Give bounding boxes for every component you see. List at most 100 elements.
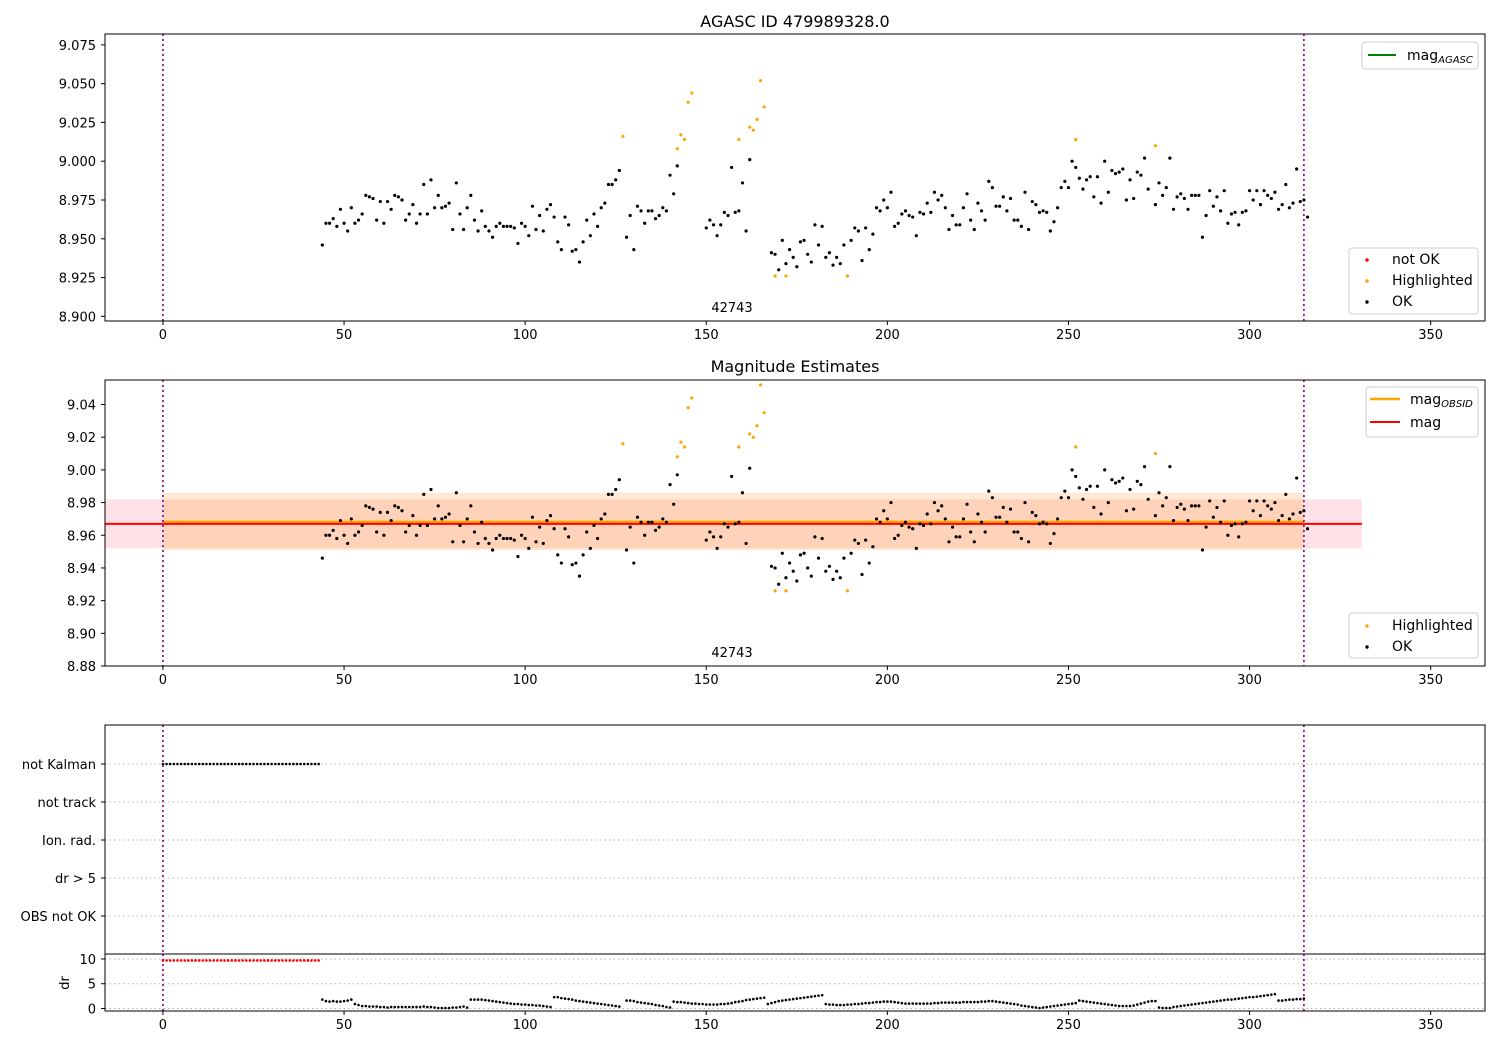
dr-point — [1204, 1001, 1208, 1004]
estimate-ok-point — [874, 517, 879, 521]
ok-point — [371, 196, 375, 201]
y-tick-label: 0 — [88, 1003, 96, 1018]
estimate-ok-point — [465, 517, 469, 521]
dr-point — [639, 1001, 643, 1004]
ok-point — [835, 255, 839, 259]
ok-point — [1110, 168, 1114, 173]
dr-point — [1262, 994, 1266, 997]
ok-point — [1262, 189, 1266, 193]
estimate-ok-point — [1037, 522, 1042, 526]
estimate-ok-point — [1041, 520, 1045, 524]
dr-point — [1241, 996, 1244, 1000]
dr-point — [1288, 998, 1291, 1001]
ok-point — [1229, 212, 1234, 216]
dr-point — [480, 998, 483, 1001]
dr-point — [795, 997, 799, 1000]
dr-point — [331, 999, 335, 1003]
dr-point — [661, 1004, 665, 1008]
ok-point — [983, 218, 987, 222]
estimate-ok-point — [628, 525, 632, 529]
dr-point — [752, 997, 755, 1001]
dr-point — [1150, 999, 1154, 1003]
estimate-ok-point — [878, 520, 882, 524]
dr-point — [647, 1002, 650, 1005]
dr-point — [509, 1002, 512, 1005]
dr-point — [618, 1005, 621, 1008]
estimate-ok-point — [1048, 541, 1052, 546]
dr-point — [741, 999, 744, 1003]
estimate-ok-point — [559, 561, 563, 565]
ok-point — [1258, 203, 1263, 207]
dr-point — [715, 1003, 719, 1006]
estimate-ok-point — [1182, 507, 1186, 511]
x-tick-label: 150 — [694, 1018, 719, 1033]
dr-point — [349, 998, 353, 1001]
ok-point — [856, 229, 860, 233]
dr-point — [321, 998, 324, 1001]
ok-point — [704, 226, 708, 230]
estimate-ok-point — [1012, 530, 1016, 534]
ok-legend-label: OK — [1392, 294, 1413, 310]
estimate-ok-point — [1287, 517, 1292, 521]
ok-point — [1295, 167, 1299, 171]
ok-point — [979, 209, 984, 213]
ok-point — [802, 238, 806, 242]
estimate-ok-point — [393, 504, 397, 508]
dr-point — [563, 997, 567, 1000]
dr-x-axis: 0 50 100 150 200 250 300 350 — [159, 1011, 1443, 1033]
ok-point — [806, 252, 810, 256]
dr-point — [1038, 1006, 1041, 1010]
dr-point — [628, 999, 632, 1002]
not-kalman-point — [234, 762, 237, 766]
dr-point — [889, 1000, 893, 1003]
ok-point — [472, 218, 477, 222]
dr-point — [708, 1003, 712, 1006]
ok-point — [1037, 210, 1042, 215]
ok-point — [1153, 203, 1157, 207]
ok-point — [1287, 206, 1292, 210]
ok-point — [624, 235, 629, 239]
y-tick-label: 9.000 — [59, 155, 96, 170]
ok-point — [356, 218, 361, 222]
dr-point — [947, 1001, 951, 1004]
ok-point — [780, 238, 784, 242]
estimate-highlighted-point — [675, 455, 679, 459]
ok-point — [874, 206, 879, 210]
dr-high-point — [273, 959, 277, 962]
dr-point — [1092, 1001, 1096, 1004]
not-kalman-point — [244, 762, 248, 766]
dr-point — [632, 999, 636, 1003]
estimate-ok-point — [816, 556, 821, 560]
dr-high-point — [306, 959, 310, 962]
ok-point — [672, 192, 676, 196]
estimate-ok-point — [1305, 527, 1310, 531]
dr-axis-label: dr — [58, 976, 73, 990]
highlighted-point — [755, 117, 759, 121]
dr-point — [1078, 999, 1081, 1002]
estimate-ok-point — [378, 510, 382, 514]
estimate-highlighted-point — [751, 435, 755, 439]
ok-point — [559, 248, 563, 252]
flag-label: not Kalman — [22, 758, 96, 773]
estimate-highlighted-point — [1153, 451, 1157, 456]
ok-point — [1168, 156, 1172, 160]
not-kalman-point — [277, 762, 281, 766]
ok-point — [530, 204, 535, 208]
estimate-ok-point — [320, 556, 324, 560]
x-tick-label: 200 — [875, 673, 900, 688]
estimate-ok-point — [1295, 476, 1299, 480]
dr-high-point — [310, 959, 313, 962]
ok-point — [327, 221, 332, 225]
dr-high-point — [230, 959, 234, 962]
ok-point — [827, 251, 832, 255]
ok-point — [653, 217, 658, 221]
not-kalman-point — [299, 762, 302, 766]
dr-point — [784, 998, 788, 1002]
estimate-ok-point — [936, 509, 940, 513]
ok-point — [784, 262, 788, 266]
ok-point — [378, 199, 382, 204]
ok-point — [469, 193, 473, 197]
dr-high-point — [197, 959, 201, 962]
ok-point — [1074, 165, 1078, 170]
dr-high-point — [223, 959, 226, 962]
